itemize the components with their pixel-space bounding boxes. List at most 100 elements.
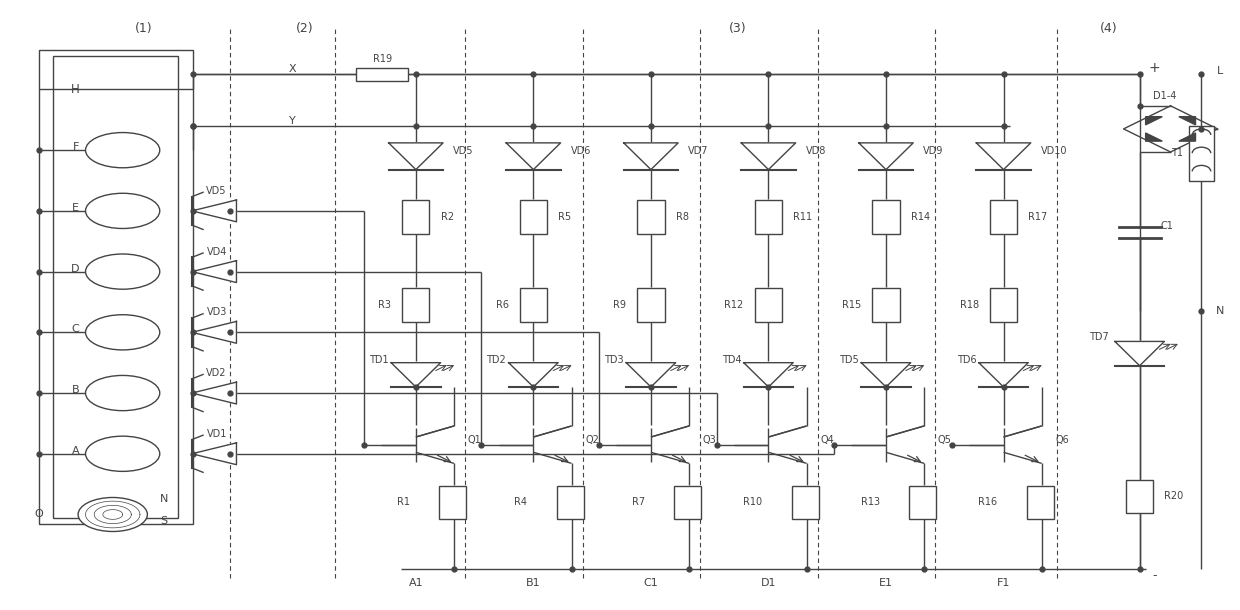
Polygon shape — [192, 200, 237, 222]
Text: A1: A1 — [408, 578, 423, 587]
Polygon shape — [862, 363, 910, 387]
Text: A: A — [72, 446, 79, 456]
Text: VD4: VD4 — [207, 246, 227, 257]
Bar — [439, 486, 466, 519]
Text: (3): (3) — [729, 22, 746, 35]
Text: T1: T1 — [1171, 148, 1183, 158]
Text: VD7: VD7 — [688, 146, 708, 156]
Ellipse shape — [86, 193, 160, 229]
Polygon shape — [506, 143, 560, 170]
Text: R18: R18 — [960, 300, 978, 310]
Text: B1: B1 — [526, 578, 541, 587]
Bar — [990, 289, 1017, 321]
Text: TD2: TD2 — [486, 354, 506, 365]
Text: TD7: TD7 — [1089, 332, 1109, 342]
Ellipse shape — [86, 254, 160, 289]
Bar — [873, 200, 899, 234]
Polygon shape — [192, 321, 237, 343]
Polygon shape — [1146, 117, 1162, 125]
Text: C1: C1 — [1161, 221, 1173, 231]
Bar — [557, 486, 584, 519]
Bar — [637, 200, 665, 234]
Text: R8: R8 — [676, 212, 688, 222]
Text: C1: C1 — [644, 578, 658, 587]
Bar — [1027, 486, 1054, 519]
Bar — [873, 289, 899, 321]
Bar — [675, 486, 702, 519]
Text: R11: R11 — [794, 212, 812, 222]
Bar — [356, 68, 408, 81]
Ellipse shape — [86, 315, 160, 350]
Text: E1: E1 — [879, 578, 893, 587]
Text: R19: R19 — [373, 54, 392, 64]
Text: Q6: Q6 — [1055, 435, 1069, 445]
Polygon shape — [1115, 342, 1164, 366]
Text: VD8: VD8 — [806, 146, 826, 156]
Text: F: F — [72, 142, 79, 152]
Text: Q1: Q1 — [467, 435, 481, 445]
Polygon shape — [859, 143, 913, 170]
Text: F1: F1 — [997, 578, 1011, 587]
Bar — [38, 50, 193, 523]
Ellipse shape — [86, 436, 160, 472]
Bar — [1189, 126, 1214, 181]
Text: TD5: TD5 — [839, 354, 859, 365]
Text: VD3: VD3 — [207, 307, 227, 317]
Polygon shape — [192, 382, 237, 404]
Text: S: S — [160, 515, 167, 526]
Text: R7: R7 — [631, 497, 645, 508]
Text: B: B — [72, 385, 79, 395]
Text: +: + — [1148, 61, 1161, 75]
Text: O: O — [35, 509, 43, 520]
Polygon shape — [744, 363, 794, 387]
Bar — [990, 200, 1017, 234]
Text: R3: R3 — [378, 300, 391, 310]
Bar — [791, 486, 818, 519]
Text: C: C — [72, 325, 79, 334]
Text: VD5: VD5 — [206, 186, 227, 196]
Text: (2): (2) — [295, 22, 314, 35]
Text: R13: R13 — [861, 497, 880, 508]
Bar — [53, 56, 179, 517]
Bar — [637, 289, 665, 321]
Text: R6: R6 — [496, 300, 508, 310]
Text: R12: R12 — [724, 300, 744, 310]
Text: (4): (4) — [1100, 22, 1117, 35]
Text: VD2: VD2 — [206, 368, 227, 378]
Text: R14: R14 — [910, 212, 930, 222]
Text: Q2: Q2 — [585, 435, 599, 445]
Bar — [755, 289, 782, 321]
Text: R2: R2 — [440, 212, 454, 222]
Text: TD3: TD3 — [604, 354, 624, 365]
Text: X: X — [289, 65, 296, 74]
Polygon shape — [976, 143, 1030, 170]
Text: (1): (1) — [135, 22, 153, 35]
Text: N: N — [160, 494, 169, 504]
Text: Q3: Q3 — [703, 435, 717, 445]
Polygon shape — [1179, 117, 1195, 125]
Text: R4: R4 — [515, 497, 527, 508]
Polygon shape — [192, 443, 237, 465]
Text: VD5: VD5 — [453, 146, 474, 156]
Text: D1-4: D1-4 — [1153, 90, 1176, 101]
Polygon shape — [508, 363, 558, 387]
Ellipse shape — [86, 132, 160, 168]
Polygon shape — [978, 363, 1028, 387]
Text: R16: R16 — [978, 497, 997, 508]
Circle shape — [78, 498, 148, 531]
Bar — [755, 200, 782, 234]
Text: D1: D1 — [760, 578, 776, 587]
Polygon shape — [626, 363, 676, 387]
Text: R9: R9 — [614, 300, 626, 310]
Text: VD6: VD6 — [570, 146, 591, 156]
Text: -: - — [1152, 569, 1157, 582]
Bar — [520, 200, 547, 234]
Polygon shape — [624, 143, 678, 170]
Bar — [402, 289, 429, 321]
Text: R1: R1 — [397, 497, 409, 508]
Polygon shape — [1146, 133, 1162, 141]
Text: D: D — [72, 264, 79, 273]
Polygon shape — [388, 143, 443, 170]
Text: N: N — [1216, 306, 1224, 316]
Polygon shape — [742, 143, 796, 170]
